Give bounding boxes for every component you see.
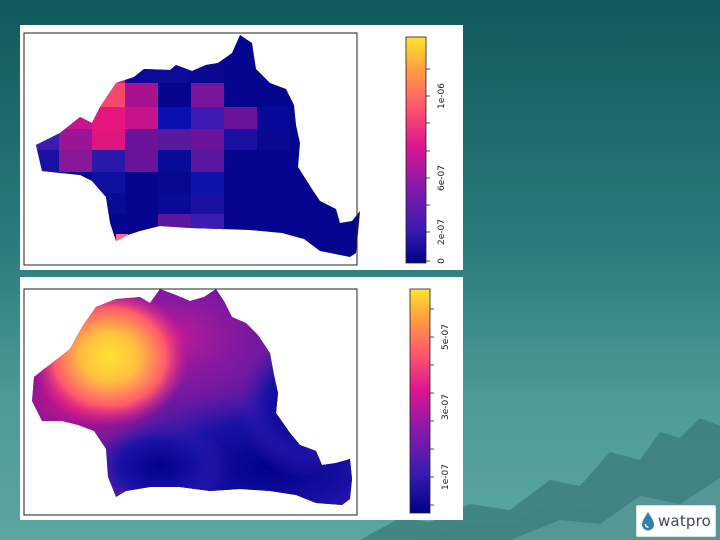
watpro-logo: watpro [636,505,716,537]
map-frame [23,288,358,516]
grid-raster-map: 0 2e-07 6e-07 1e-06 [23,32,447,266]
colorbar-label-2: 6e-07 [437,165,447,191]
colorbar-label-0: 0 [437,258,447,264]
colorbar-label-2: 5e-07 [441,324,451,350]
interpolated-surface [32,289,352,505]
logo-text: watpro [657,512,712,530]
colorbar-ticks [430,308,434,506]
interpolated-map: 1e-07 3e-07 5e-07 [23,288,451,516]
colorbar-label-3: 1e-06 [437,83,447,109]
colorbar-ticks [426,68,430,262]
colorbar [409,288,431,514]
colorbar [405,36,427,264]
water-drop-icon [641,512,654,531]
map-frame [23,32,358,266]
grid-raster-map-panel: 0 2e-07 6e-07 1e-06 [20,25,463,270]
colorbar-label-0: 1e-07 [441,464,451,490]
colorbar-label-1: 2e-07 [437,219,447,245]
interpolated-map-panel: 1e-07 3e-07 5e-07 [20,277,463,520]
colorbar-label-1: 3e-07 [441,394,451,420]
raster-cells [36,35,360,257]
